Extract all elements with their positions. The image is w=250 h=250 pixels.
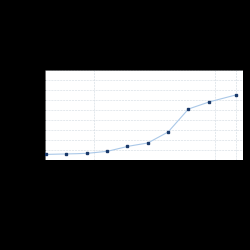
X-axis label: Mouse Ficolin 3 (FCN3)
Concentration (pg/ml): Mouse Ficolin 3 (FCN3) Concentration (pg…	[112, 173, 175, 184]
Y-axis label: OD: OD	[23, 111, 28, 119]
